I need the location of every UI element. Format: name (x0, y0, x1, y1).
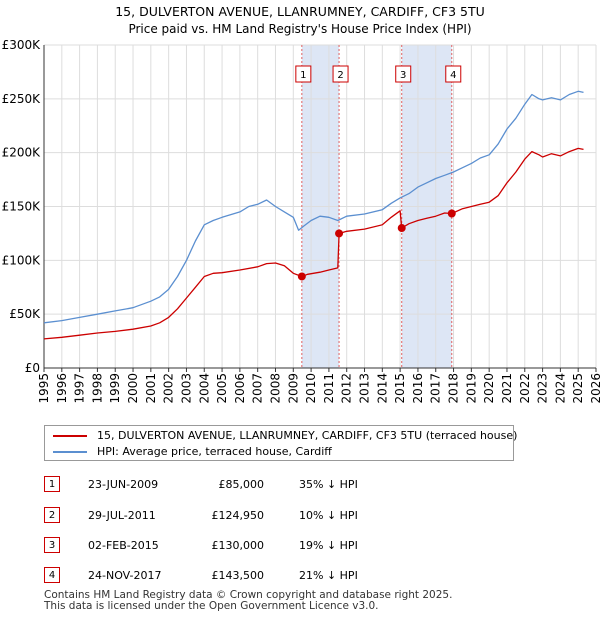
y-tick-label: £200K (2, 146, 42, 160)
sale-number-label: 1 (300, 70, 306, 81)
sale-row: 1 23-JUN-2009 £85,000 35% ↓ HPI (44, 476, 424, 494)
x-tick-label: 2026 (589, 373, 600, 404)
y-tick-label: £0 (25, 361, 40, 375)
footer-line-1: Contains HM Land Registry data © Crown c… (44, 589, 453, 601)
sale-price: £130,000 (211, 539, 265, 552)
x-tick-label: 2018 (447, 373, 461, 404)
legend-hpi-label: HPI: Average price, terraced house, Card… (97, 445, 332, 458)
y-tick-label: £250K (2, 92, 42, 106)
sale-hpi-diff: 19% ↓ HPI (299, 539, 358, 552)
x-tick-label: 2013 (358, 373, 372, 404)
sale-date: 02-FEB-2015 (88, 539, 159, 552)
sale-number-box (295, 65, 312, 83)
legend-property-label: 15, DULVERTON AVENUE, LLANRUMNEY, CARDIF… (97, 429, 518, 442)
sale-number-box (395, 65, 412, 83)
sale-number-box (332, 65, 349, 83)
x-tick-label: 2019 (464, 373, 478, 404)
sale-date: 23-JUN-2009 (88, 478, 159, 491)
footer-attribution: Contains HM Land Registry data © Crown c… (44, 590, 452, 612)
sale-price: £143,500 (211, 569, 265, 582)
sale-hpi-diff: 21% ↓ HPI (299, 569, 358, 582)
sale-row: 2 29-JUL-2011 £124,950 10% ↓ HPI (44, 507, 424, 525)
sale-price: £124,950 (211, 509, 265, 522)
sale-date: 29-JUL-2011 (88, 509, 156, 522)
x-tick-label: 2010 (304, 373, 318, 404)
x-tick-label: 2009 (286, 373, 300, 404)
sale-row: 3 02-FEB-2015 £130,000 19% ↓ HPI (44, 537, 424, 555)
x-tick-label: 2025 (571, 373, 585, 404)
sale-number-badge: 4 (44, 567, 60, 583)
sale-number-badge: 1 (44, 476, 60, 492)
x-tick-label: 2014 (375, 373, 389, 404)
x-tick-label: 2022 (518, 373, 532, 404)
x-tick-label: 1995 (37, 373, 51, 404)
legend-item-hpi: HPI: Average price, terraced house, Card… (53, 445, 332, 459)
x-tick-label: 2011 (322, 373, 336, 404)
x-tick-label: 2016 (411, 373, 425, 404)
x-tick-label: 2024 (553, 373, 567, 404)
x-tick-label: 2008 (268, 373, 282, 404)
x-tick-label: 2004 (197, 373, 211, 404)
x-tick-label: 2000 (126, 373, 140, 404)
chart-title: 15, DULVERTON AVENUE, LLANRUMNEY, CARDIF… (115, 4, 485, 19)
price-chart: 15, DULVERTON AVENUE, LLANRUMNEY, CARDIF… (2, 4, 600, 404)
chart-subtitle: Price paid vs. HM Land Registry's House … (128, 22, 471, 36)
sale-point (447, 209, 456, 218)
y-tick-label: £150K (2, 200, 42, 214)
sale-number-badge: 3 (44, 537, 60, 553)
hpi-line (43, 90, 584, 324)
x-tick-label: 2007 (251, 373, 265, 404)
y-tick-label: £300K (2, 38, 42, 52)
footer-line-2: This data is licensed under the Open Gov… (44, 600, 379, 612)
sale-number-box (445, 65, 462, 83)
sale-number-label: 2 (337, 70, 343, 81)
x-tick-label: 1999 (108, 373, 122, 404)
sale-point (297, 272, 306, 281)
x-tick-label: 2017 (429, 373, 443, 404)
x-tick-label: 2001 (144, 373, 158, 404)
x-tick-label: 1998 (90, 373, 104, 404)
sale-date: 24-NOV-2017 (88, 569, 162, 582)
x-tick-label: 2002 (162, 373, 176, 404)
x-tick-label: 1996 (55, 373, 69, 404)
y-tick-label: £100K (2, 253, 42, 267)
sale-hpi-diff: 10% ↓ HPI (299, 509, 358, 522)
y-tick-label: £50K (9, 307, 41, 321)
sale-price: £85,000 (218, 478, 265, 491)
sale-number-label: 4 (450, 70, 456, 81)
x-tick-label: 2006 (233, 373, 247, 404)
sale-number-badge: 2 (44, 507, 60, 523)
x-tick-label: 2015 (393, 373, 407, 404)
x-tick-label: 1997 (73, 373, 87, 404)
x-tick-label: 2023 (536, 373, 550, 404)
x-tick-label: 2012 (340, 373, 354, 404)
x-tick-label: 2005 (215, 373, 229, 404)
x-tick-label: 2021 (500, 373, 514, 404)
sale-number-label: 3 (400, 70, 406, 81)
property-line-swatch (53, 435, 87, 437)
x-tick-label: 2003 (179, 373, 193, 404)
sale-row: 4 24-NOV-2017 £143,500 21% ↓ HPI (44, 567, 424, 585)
x-tick-label: 2020 (482, 373, 496, 404)
sale-point (397, 224, 406, 233)
sale-hpi-diff: 35% ↓ HPI (299, 478, 358, 491)
property-price-line (43, 147, 584, 340)
legend-item-property: 15, DULVERTON AVENUE, LLANRUMNEY, CARDIF… (53, 429, 517, 443)
sale-point (335, 229, 344, 238)
hpi-line-swatch (53, 451, 87, 453)
legend: 15, DULVERTON AVENUE, LLANRUMNEY, CARDIF… (44, 425, 517, 461)
